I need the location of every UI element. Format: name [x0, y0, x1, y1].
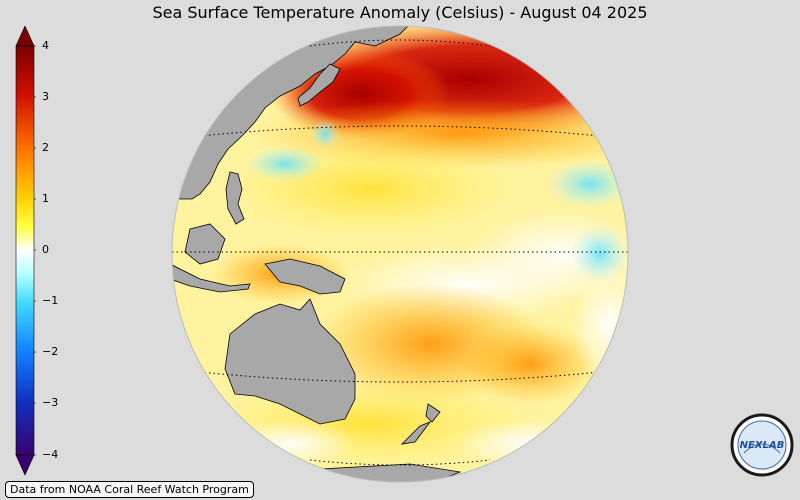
colorbar-tick-label: 3 — [42, 90, 49, 103]
japan-landmass — [297, 63, 341, 107]
colorbar-tick-label: 2 — [42, 141, 49, 154]
globe-map[interactable] — [170, 24, 630, 484]
data-credit-label: Data from NOAA Coral Reef Watch Program — [5, 481, 254, 498]
colorbar-tick-label: −3 — [42, 396, 59, 409]
nexlab-logo[interactable]: NEXLAB — [730, 413, 794, 477]
colorbar-gradient — [15, 45, 35, 456]
colorbar-tick-label: −1 — [42, 294, 59, 307]
australia-landmass — [224, 298, 356, 425]
colorbar-tick-label: 0 — [42, 243, 49, 256]
nexlab-logo-text: NEXLAB — [740, 440, 785, 451]
new-zealand-landmass — [425, 403, 441, 423]
philippines-landmass — [225, 171, 245, 225]
colorbar-tick-label: −4 — [42, 448, 59, 461]
indonesia-landmass — [184, 223, 226, 265]
colorbar-tick-label: 1 — [42, 192, 49, 205]
colorbar-tick-label: −2 — [42, 345, 59, 358]
globe-outline — [171, 25, 629, 483]
colorbar-max-arrow — [15, 26, 35, 47]
colorbar — [15, 26, 36, 476]
ocean-anomaly-field — [172, 26, 628, 482]
papua-new-guinea-landmass — [264, 258, 346, 295]
latitude-lines — [172, 39, 628, 466]
colorbar-tick-label: 4 — [42, 39, 49, 52]
new-zealand-south-landmass — [400, 421, 432, 445]
colorbar-min-arrow — [15, 454, 35, 476]
map-title: Sea Surface Temperature Anomaly (Celsius… — [152, 3, 648, 22]
sumatra-java-landmass — [172, 263, 251, 293]
